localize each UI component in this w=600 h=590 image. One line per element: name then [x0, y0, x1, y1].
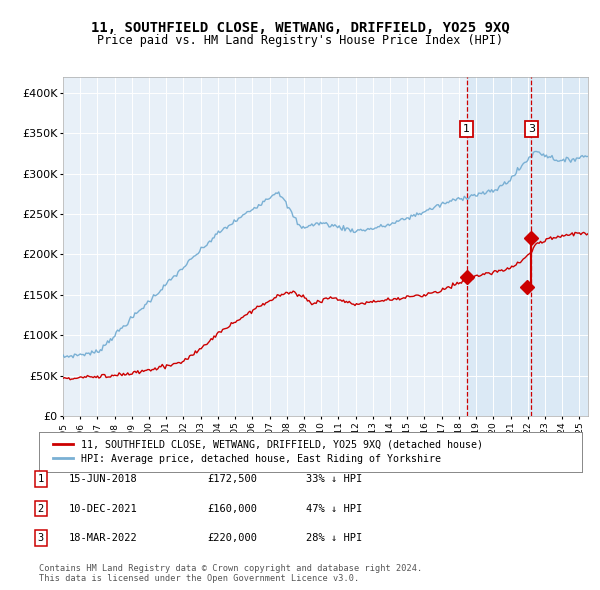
- Text: 18-MAR-2022: 18-MAR-2022: [69, 533, 138, 543]
- Text: 28% ↓ HPI: 28% ↓ HPI: [306, 533, 362, 543]
- Text: £160,000: £160,000: [207, 504, 257, 513]
- Text: 1: 1: [463, 124, 470, 134]
- Text: 10-DEC-2021: 10-DEC-2021: [69, 504, 138, 513]
- Text: 3: 3: [528, 124, 535, 134]
- Text: £220,000: £220,000: [207, 533, 257, 543]
- Text: 15-JUN-2018: 15-JUN-2018: [69, 474, 138, 484]
- Text: 33% ↓ HPI: 33% ↓ HPI: [306, 474, 362, 484]
- Text: 2: 2: [38, 504, 44, 513]
- Text: Price paid vs. HM Land Registry's House Price Index (HPI): Price paid vs. HM Land Registry's House …: [97, 34, 503, 47]
- Text: 1: 1: [38, 474, 44, 484]
- Text: £172,500: £172,500: [207, 474, 257, 484]
- Text: 47% ↓ HPI: 47% ↓ HPI: [306, 504, 362, 513]
- Text: 3: 3: [38, 533, 44, 543]
- Text: Contains HM Land Registry data © Crown copyright and database right 2024.
This d: Contains HM Land Registry data © Crown c…: [39, 563, 422, 583]
- Bar: [467, 77, 588, 416]
- Text: 11, SOUTHFIELD CLOSE, WETWANG, DRIFFIELD, YO25 9XQ: 11, SOUTHFIELD CLOSE, WETWANG, DRIFFIELD…: [91, 21, 509, 35]
- Legend: 11, SOUTHFIELD CLOSE, WETWANG, DRIFFIELD, YO25 9XQ (detached house), HPI: Averag: 11, SOUTHFIELD CLOSE, WETWANG, DRIFFIELD…: [49, 436, 487, 468]
